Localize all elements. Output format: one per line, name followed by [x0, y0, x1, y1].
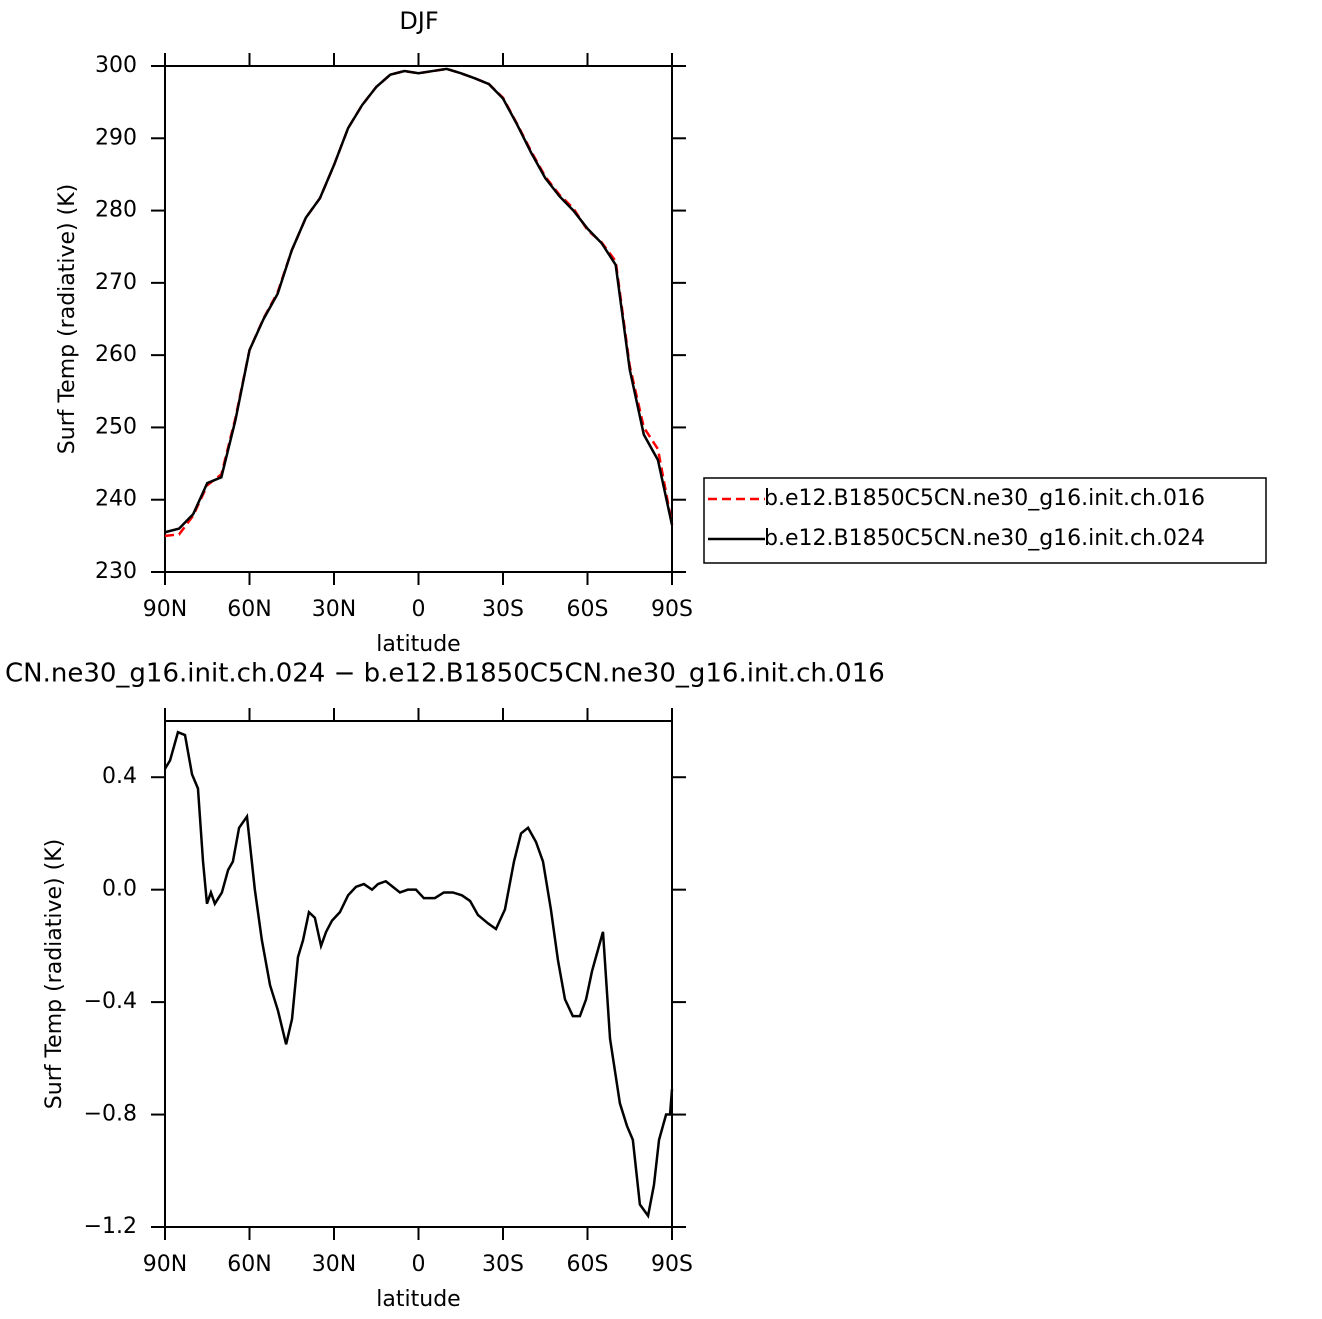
- chart-title: CN.ne30_g16.init.ch.024 − b.e12.B1850C5C…: [5, 659, 885, 689]
- series-line: [163, 730, 674, 1219]
- y-axis-label: Surf Temp (radiative) (K): [42, 839, 67, 1109]
- y-tick-label: 260: [95, 342, 137, 367]
- x-axis-label: latitude: [376, 632, 460, 657]
- x-tick-label: 30S: [482, 1252, 524, 1277]
- y-axis-label: Surf Temp (radiative) (K): [55, 184, 80, 454]
- x-tick-label: 0: [412, 597, 426, 622]
- x-tick-label: 30N: [312, 597, 356, 622]
- y-tick-label: 280: [95, 198, 137, 223]
- y-tick-label: 0.4: [102, 764, 137, 789]
- x-tick-label: 30S: [482, 597, 524, 622]
- x-axis-label: latitude: [376, 1287, 460, 1312]
- x-tick-label: 90N: [143, 1252, 187, 1277]
- y-tick-label: 250: [95, 414, 137, 439]
- x-tick-label: 90S: [651, 597, 693, 622]
- y-tick-label: −0.4: [84, 989, 137, 1014]
- chart-title: DJF: [399, 7, 438, 35]
- y-tick-label: 270: [95, 270, 137, 295]
- x-tick-label: 60N: [227, 597, 271, 622]
- y-tick-label: −1.2: [84, 1214, 137, 1239]
- x-tick-label: 0: [412, 1252, 426, 1277]
- y-tick-label: 0.0: [102, 877, 137, 902]
- x-tick-label: 90S: [651, 1252, 693, 1277]
- legend-box: [703, 477, 1267, 564]
- series-line: [164, 67, 674, 538]
- legend-label: b.e12.B1850C5CN.ne30_g16.init.ch.024: [764, 526, 1205, 551]
- series-line: [164, 67, 674, 534]
- y-tick-label: 300: [95, 53, 137, 78]
- y-tick-label: 240: [95, 487, 137, 512]
- y-tick-label: 290: [95, 125, 137, 150]
- y-tick-label: 230: [95, 559, 137, 584]
- x-tick-label: 60N: [227, 1252, 271, 1277]
- x-tick-label: 60S: [567, 597, 609, 622]
- y-tick-label: −0.8: [84, 1102, 137, 1127]
- x-tick-label: 30N: [312, 1252, 356, 1277]
- plot-frame: [164, 65, 673, 573]
- legend-label: b.e12.B1850C5CN.ne30_g16.init.ch.016: [764, 486, 1205, 511]
- x-tick-label: 90N: [143, 597, 187, 622]
- plot-frame: [164, 720, 673, 1228]
- x-tick-label: 60S: [567, 1252, 609, 1277]
